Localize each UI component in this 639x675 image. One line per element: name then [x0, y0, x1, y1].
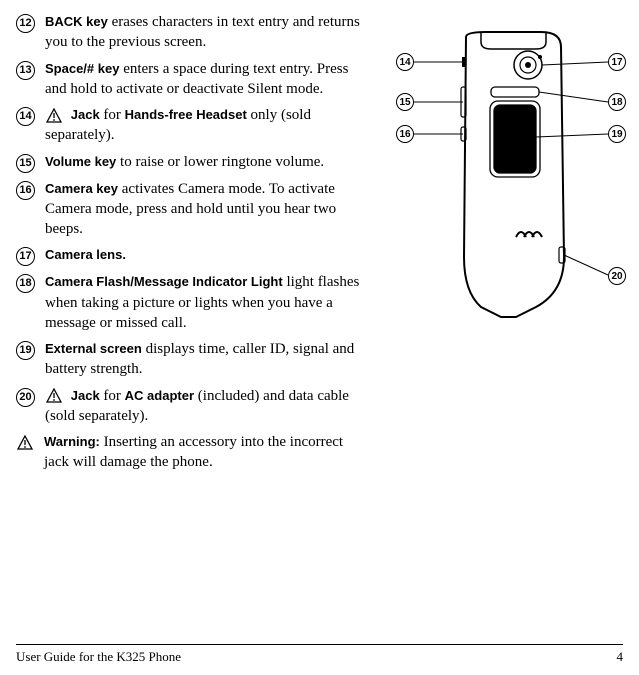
callout-16: 16: [396, 125, 414, 143]
page-content: 12 BACK key erases characters in text en…: [16, 12, 623, 479]
text-18: Camera Flash/Message Indicator Light lig…: [45, 272, 371, 333]
warning-icon: [45, 107, 63, 125]
num-18: 18: [16, 274, 35, 293]
item-12: 12 BACK key erases characters in text en…: [16, 12, 371, 53]
num-20: 20: [16, 388, 35, 407]
text-19: External screen displays time, caller ID…: [45, 339, 371, 380]
descriptions-column: 12 BACK key erases characters in text en…: [16, 12, 371, 479]
item-19: 19 External screen displays time, caller…: [16, 339, 371, 380]
item-17: 17 Camera lens.: [16, 245, 371, 266]
num-13: 13: [16, 61, 35, 80]
text-warning: Warning: Inserting an accessory into the…: [44, 432, 371, 473]
callout-20: 20: [608, 267, 626, 285]
text-15: Volume key to raise or lower ringtone vo…: [45, 152, 371, 172]
warning-icon: [16, 434, 34, 452]
page-footer: User Guide for the K325 Phone 4: [16, 644, 623, 665]
diagram-column: 14 15 16 17 18 19 20: [371, 12, 623, 479]
num-16: 16: [16, 181, 35, 200]
phone-svg: [386, 27, 636, 347]
callout-18: 18: [608, 93, 626, 111]
item-20: 20 Jack for AC adapter (included) and da…: [16, 386, 371, 427]
warning-icon: [45, 387, 63, 405]
text-20: Jack for AC adapter (included) and data …: [45, 386, 371, 427]
text-13: Space/# key enters a space during text e…: [45, 59, 371, 100]
item-15: 15 Volume key to raise or lower ringtone…: [16, 152, 371, 173]
num-14: 14: [16, 107, 35, 126]
callout-17: 17: [608, 53, 626, 71]
item-16: 16 Camera key activates Camera mode. To …: [16, 179, 371, 240]
num-15: 15: [16, 154, 35, 173]
callout-15: 15: [396, 93, 414, 111]
text-14: Jack for Hands-free Headset only (sold s…: [45, 105, 371, 146]
text-16: Camera key activates Camera mode. To act…: [45, 179, 371, 240]
item-18: 18 Camera Flash/Message Indicator Light …: [16, 272, 371, 333]
num-19: 19: [16, 341, 35, 360]
item-13: 13 Space/# key enters a space during tex…: [16, 59, 371, 100]
footer-title: User Guide for the K325 Phone: [16, 649, 181, 665]
text-17: Camera lens.: [45, 245, 371, 265]
callout-14: 14: [396, 53, 414, 71]
phone-diagram: 14 15 16 17 18 19 20: [386, 27, 636, 347]
item-14: 14 Jack for Hands-free Headset only (sol…: [16, 105, 371, 146]
text-12: BACK key erases characters in text entry…: [45, 12, 371, 53]
callout-19: 19: [608, 125, 626, 143]
page-number: 4: [617, 649, 624, 665]
num-12: 12: [16, 14, 35, 33]
num-17: 17: [16, 247, 35, 266]
item-warning: Warning: Inserting an accessory into the…: [16, 432, 371, 473]
